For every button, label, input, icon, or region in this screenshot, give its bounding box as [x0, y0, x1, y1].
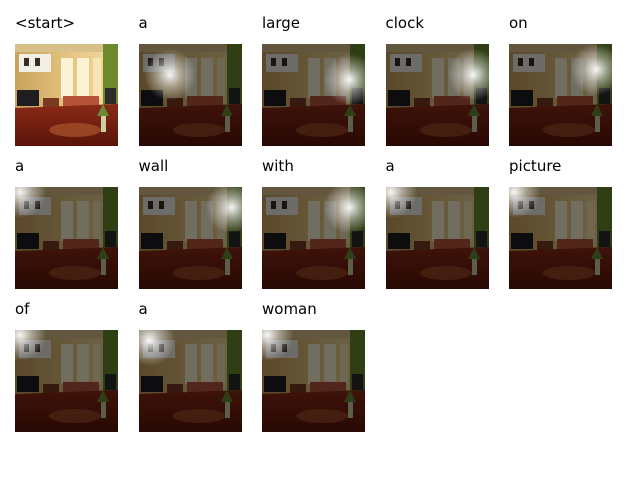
caption-word: wall — [138, 157, 169, 175]
attention-map-image — [15, 330, 118, 432]
caption-word: clock — [385, 14, 425, 32]
caption-word: a — [138, 14, 148, 32]
attention-map-image — [509, 187, 612, 289]
attention-map-image — [262, 330, 365, 432]
caption-word: large — [262, 14, 301, 32]
caption-word: a — [15, 157, 25, 175]
caption-word: <start> — [15, 14, 76, 32]
caption-word: with — [262, 157, 294, 175]
attention-map-image — [385, 187, 489, 289]
attention-map-image — [385, 44, 489, 146]
caption-word: a — [138, 300, 148, 318]
attention-map-image — [262, 187, 365, 289]
attention-map-image — [138, 44, 242, 146]
attention-map-image — [262, 44, 365, 146]
caption-word: picture — [509, 157, 562, 175]
caption-word: a — [385, 157, 395, 175]
attention-map-image — [138, 187, 242, 289]
caption-word: woman — [262, 300, 317, 318]
attention-map-image — [15, 187, 118, 289]
caption-word: of — [15, 300, 30, 318]
attention-map-image — [138, 330, 242, 432]
attention-map-image — [509, 44, 612, 146]
caption-word: on — [509, 14, 528, 32]
original-room-image — [15, 44, 118, 146]
